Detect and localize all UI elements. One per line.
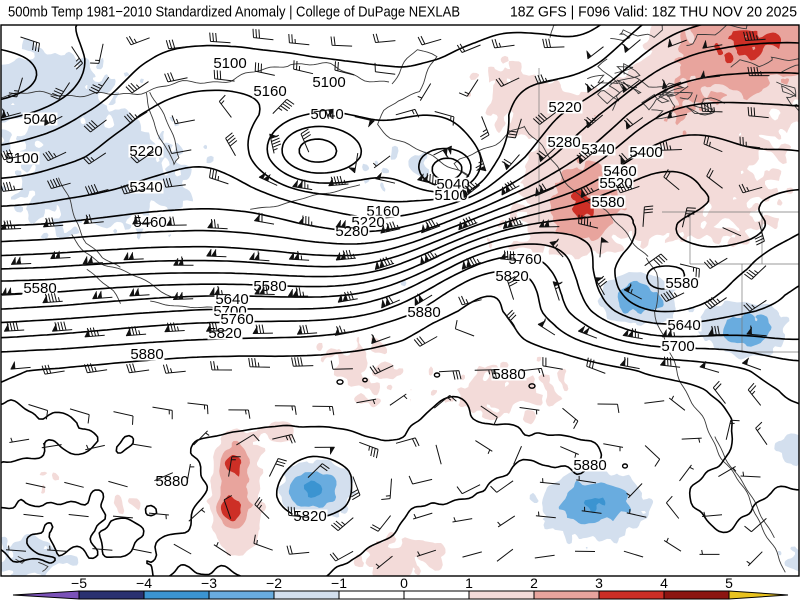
svg-text:5820: 5820 — [293, 508, 326, 525]
svg-text:5: 5 — [725, 575, 733, 591]
svg-text:−1: −1 — [331, 575, 347, 591]
svg-text:18Z GFS | F096 Valid: 18Z THU: 18Z GFS | F096 Valid: 18Z THU NOV 20 202… — [510, 4, 797, 21]
svg-text:−4: −4 — [136, 575, 152, 591]
svg-text:5700: 5700 — [661, 338, 694, 355]
svg-text:5880: 5880 — [573, 457, 606, 474]
svg-text:1: 1 — [465, 575, 473, 591]
svg-text:5760: 5760 — [508, 251, 541, 268]
svg-text:5340: 5340 — [129, 179, 162, 196]
svg-text:5580: 5580 — [23, 280, 56, 297]
svg-text:5640: 5640 — [215, 291, 248, 308]
svg-text:5400: 5400 — [629, 144, 662, 161]
svg-text:−3: −3 — [201, 575, 217, 591]
svg-text:5880: 5880 — [407, 304, 440, 321]
svg-text:5880: 5880 — [492, 366, 525, 383]
svg-text:3: 3 — [595, 575, 603, 591]
svg-text:5100: 5100 — [312, 74, 345, 91]
svg-text:5100: 5100 — [434, 187, 467, 204]
svg-text:5160: 5160 — [253, 83, 286, 100]
svg-text:0: 0 — [400, 575, 408, 591]
svg-text:5520: 5520 — [599, 175, 632, 192]
svg-text:5580: 5580 — [591, 194, 624, 211]
svg-text:5220: 5220 — [129, 143, 162, 160]
svg-text:4: 4 — [660, 575, 668, 591]
svg-text:5100: 5100 — [213, 55, 246, 72]
svg-text:5280: 5280 — [547, 134, 580, 151]
svg-text:5760: 5760 — [220, 311, 253, 328]
svg-text:5040: 5040 — [23, 111, 56, 128]
svg-text:5100: 5100 — [5, 150, 38, 167]
svg-text:500mb Temp 1981−2010 Standardi: 500mb Temp 1981−2010 Standardized Anomal… — [8, 4, 460, 21]
svg-text:2: 2 — [530, 575, 538, 591]
svg-text:−2: −2 — [266, 575, 282, 591]
svg-text:5640: 5640 — [667, 317, 700, 334]
svg-text:5820: 5820 — [495, 268, 528, 285]
svg-text:5880: 5880 — [130, 346, 163, 363]
svg-text:5580: 5580 — [665, 275, 698, 292]
svg-text:5220: 5220 — [548, 99, 581, 116]
svg-text:5880: 5880 — [155, 473, 188, 490]
svg-text:−5: −5 — [71, 575, 87, 591]
svg-text:5460: 5460 — [603, 163, 636, 180]
